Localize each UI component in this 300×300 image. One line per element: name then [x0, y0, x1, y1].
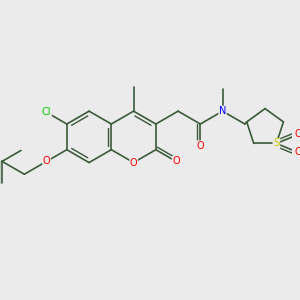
Text: N: N: [219, 106, 226, 116]
Text: O: O: [172, 156, 180, 167]
Text: O: O: [294, 130, 300, 140]
Text: Cl: Cl: [42, 107, 51, 117]
Text: O: O: [43, 156, 50, 167]
Text: S: S: [273, 139, 280, 148]
Text: O: O: [294, 148, 300, 158]
Text: O: O: [196, 141, 204, 151]
Text: O: O: [130, 158, 137, 168]
